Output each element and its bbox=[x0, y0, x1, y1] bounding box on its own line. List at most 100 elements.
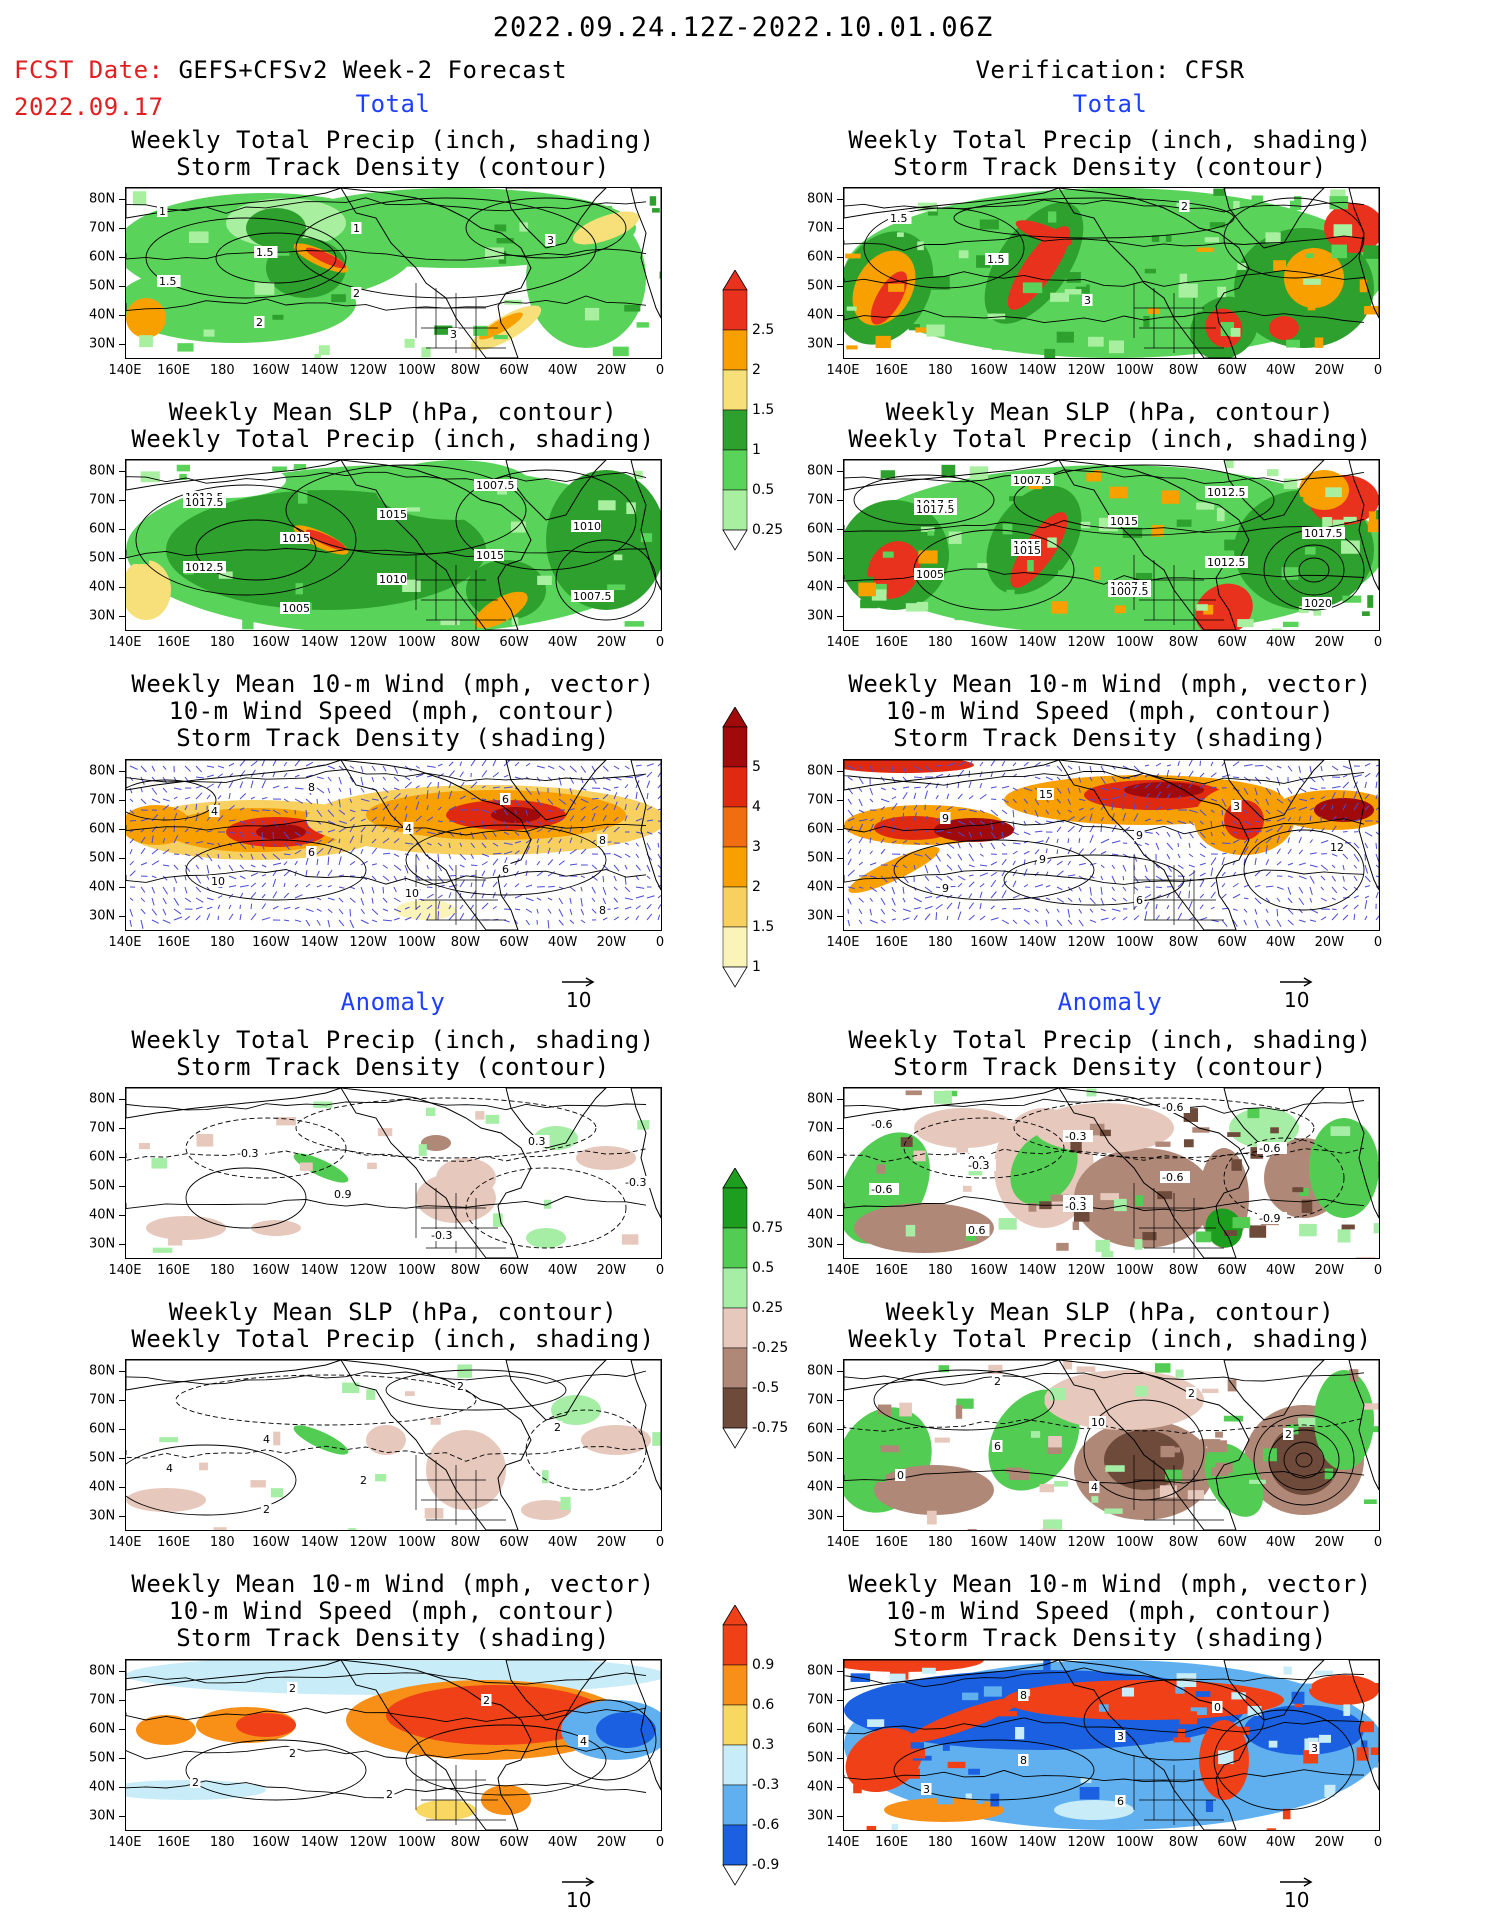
wind-vector bbox=[979, 831, 983, 837]
shading-cell bbox=[1051, 601, 1068, 614]
coastline bbox=[340, 188, 532, 358]
wind-vector bbox=[1144, 792, 1150, 800]
wind-vector bbox=[913, 914, 918, 921]
wind-vector bbox=[228, 762, 235, 767]
shading-region bbox=[596, 1712, 656, 1748]
shading-cell bbox=[293, 464, 307, 470]
wind-vector bbox=[1012, 850, 1018, 855]
wind-vector bbox=[305, 820, 310, 829]
coastlines bbox=[844, 760, 1379, 930]
shading-cell bbox=[1104, 1508, 1123, 1514]
wind-vector bbox=[547, 871, 556, 877]
wind-vector bbox=[1111, 897, 1117, 902]
wind-vector bbox=[613, 853, 622, 859]
lon-label: 0 bbox=[655, 935, 665, 950]
lon-label: 120W bbox=[349, 1835, 388, 1850]
contour-label: 10 bbox=[211, 875, 225, 888]
wind-vector bbox=[1122, 791, 1127, 800]
lat-tick bbox=[119, 228, 125, 229]
shading-cell bbox=[905, 1224, 916, 1237]
contour-label: 2 bbox=[263, 1503, 270, 1516]
wind-vector bbox=[990, 905, 995, 910]
wind-vector bbox=[913, 897, 922, 903]
lat-tick bbox=[837, 858, 843, 859]
wind-vector bbox=[481, 831, 488, 840]
lon-label: 120W bbox=[1067, 1835, 1106, 1850]
lon-label: 120W bbox=[1067, 635, 1106, 650]
wind-vector bbox=[1001, 880, 1008, 888]
lon-label: 100W bbox=[1115, 1535, 1154, 1550]
wind-vector bbox=[1100, 917, 1109, 921]
lon-label: 60W bbox=[499, 1835, 529, 1850]
lon-label: 120W bbox=[349, 363, 388, 378]
contour-label-bg bbox=[455, 1380, 466, 1392]
lon-label: 120W bbox=[349, 935, 388, 950]
wind-vector bbox=[1023, 809, 1027, 814]
shading-cell bbox=[494, 224, 507, 232]
wind-vector bbox=[591, 805, 599, 811]
shading-cell bbox=[846, 345, 858, 350]
wind-vector bbox=[880, 919, 886, 924]
lat-tick bbox=[119, 1787, 125, 1788]
wind-vector bbox=[1265, 908, 1269, 913]
contour-label-bg bbox=[1115, 1795, 1126, 1807]
shading-cell bbox=[1304, 547, 1316, 555]
wind-vector bbox=[327, 897, 335, 901]
map-forecast-total-slp: 1012.5101510101007.510101012.51005101510… bbox=[125, 459, 662, 631]
lon-label: 160W bbox=[970, 1535, 1008, 1550]
shading-cell bbox=[1063, 1360, 1073, 1370]
wind-vector bbox=[935, 805, 941, 811]
lon-label: 80W bbox=[450, 1835, 481, 1850]
contour-line bbox=[126, 869, 647, 886]
shading-cell bbox=[968, 1166, 983, 1176]
shading-cell bbox=[1280, 1796, 1300, 1801]
wind-vector bbox=[437, 900, 441, 910]
wind-vector bbox=[1034, 897, 1040, 900]
wind-vector bbox=[250, 842, 254, 849]
lat-tick bbox=[119, 1671, 125, 1672]
wind-vector bbox=[459, 842, 463, 847]
wind-vector bbox=[250, 769, 256, 778]
cb-storm-total-svg bbox=[722, 706, 748, 988]
wind-vector bbox=[1309, 815, 1312, 822]
coastlines bbox=[844, 188, 1379, 358]
wind-vector bbox=[503, 774, 509, 778]
wind-vector bbox=[1232, 908, 1238, 911]
wind-vector bbox=[602, 886, 607, 895]
shading-cell bbox=[907, 1768, 920, 1779]
wind-vector bbox=[1023, 787, 1033, 792]
wind-vector bbox=[979, 771, 983, 778]
wind-vector bbox=[547, 919, 550, 929]
contour-line bbox=[1298, 557, 1330, 583]
shading-cell bbox=[882, 551, 894, 558]
wind-vector bbox=[294, 774, 300, 778]
wind-vector bbox=[129, 849, 133, 855]
colorbar-swatch bbox=[722, 1387, 748, 1429]
wind-vector bbox=[1177, 772, 1181, 778]
wind-vector bbox=[1254, 884, 1261, 888]
wind-vector bbox=[602, 875, 605, 883]
shading-cell bbox=[900, 1137, 913, 1147]
wind-vector bbox=[1001, 831, 1004, 840]
colorbar-label: 1.5 bbox=[752, 402, 775, 418]
shading-cell bbox=[1322, 517, 1333, 528]
contour-label-bg bbox=[183, 561, 226, 573]
lat-tick bbox=[837, 1157, 843, 1158]
wind-vector bbox=[1375, 853, 1379, 862]
wind-vector bbox=[935, 794, 939, 800]
contour-lines bbox=[844, 770, 1365, 911]
wind-vector bbox=[968, 831, 973, 839]
wind-vector bbox=[602, 787, 611, 792]
wind-vector bbox=[646, 819, 654, 822]
wind-vector bbox=[448, 913, 456, 921]
contour-line bbox=[295, 1097, 597, 1159]
wind-vector bbox=[1144, 893, 1152, 899]
contour-label-bg bbox=[1160, 1171, 1190, 1183]
wind-vector bbox=[360, 834, 363, 844]
lon-label: 160E bbox=[157, 635, 191, 650]
wind-vector bbox=[1254, 870, 1261, 877]
wind-vector bbox=[404, 842, 414, 845]
wind-vector bbox=[847, 897, 852, 905]
wind-vector bbox=[1100, 803, 1106, 811]
wind-vector bbox=[624, 886, 631, 893]
